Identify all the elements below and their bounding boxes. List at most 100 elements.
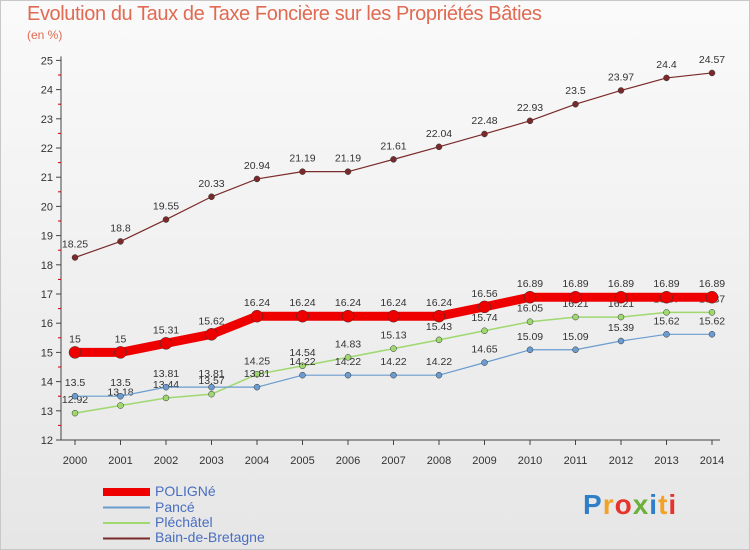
legend-label-plechatel: Pléchâtel [155,514,213,530]
data-point-bain-de-bretagne [253,175,261,183]
data-label-bain-de-bretagne: 23.97 [608,71,634,83]
chart-title: Evolution du Taux de Taxe Foncière sur l… [27,3,542,25]
data-label-bain-de-bretagne: 21.19 [335,153,361,165]
data-point-panc- [708,331,716,338]
data-label-bain-de-bretagne: 23.5 [565,85,586,97]
data-point-bain-de-bretagne [663,74,670,82]
data-point-polign- [660,290,673,304]
proxiti-logo: Proxiti [583,489,678,520]
x-tick-label: 2009 [472,455,496,467]
data-point-panc- [299,371,306,379]
data-point-panc- [117,392,124,400]
series-line-bain-de-bretagne [74,72,713,259]
x-tick-label: 2000 [63,455,87,467]
data-label-polign-: 16.24 [244,297,270,309]
x-tick-label: 2010 [518,455,542,467]
data-label-polign-: 16.24 [335,297,361,309]
x-tick-label: 2011 [564,455,588,467]
data-point-bain-de-bretagne [435,143,443,151]
data-point-pl-ch-tel [663,309,670,316]
data-label-polign-: 16.89 [653,278,679,290]
data-label-pl-ch-tel: 15.13 [380,330,406,342]
data-label-panc-: 15.09 [517,331,543,343]
data-label-polign-: 16.24 [426,297,452,309]
data-label-panc-: 13.81 [244,368,270,380]
data-point-pl-ch-tel [299,362,306,370]
legend-label-bain-de-bretagne: Bain-de-Bretagne [155,529,265,545]
data-point-pl-ch-tel [617,313,625,321]
data-point-polign- [478,300,491,314]
data-point-bain-de-bretagne [299,168,306,175]
x-tick-label: 2007 [381,455,405,467]
data-label-bain-de-bretagne: 21.61 [380,140,406,152]
data-point-bain-de-bretagne [208,193,215,201]
y-tick-label: 24 [41,85,53,97]
y-tick-label: 13 [41,406,53,418]
data-label-panc-: 15.62 [699,315,725,327]
x-tick-label: 2004 [245,455,269,467]
data-label-panc-: 15.39 [608,322,634,334]
data-label-panc-: 14.22 [426,356,452,368]
data-point-panc- [162,383,170,391]
legend-label-poligne: POLIGNé [155,483,216,499]
data-point-bain-de-bretagne [526,117,534,125]
data-label-polign-: 16.89 [517,278,543,290]
data-point-polign- [205,328,218,341]
data-point-polign- [432,309,446,323]
data-label-panc-: 15.09 [562,331,588,343]
data-point-bain-de-bretagne [617,87,625,94]
data-point-panc- [481,359,488,366]
y-tick-label: 21 [41,172,53,184]
data-label-polign-: 16.89 [562,278,588,290]
data-label-polign-: 16.56 [471,288,497,300]
data-point-pl-ch-tel [253,371,261,378]
data-point-pl-ch-tel [526,318,534,325]
data-point-polign- [341,309,355,323]
data-point-bain-de-bretagne [71,254,79,261]
data-point-bain-de-bretagne [117,238,124,245]
data-label-bain-de-bretagne: 21.19 [289,153,315,165]
x-tick-label: 2001 [108,455,132,467]
data-point-panc- [253,383,261,391]
data-point-panc- [435,371,443,379]
y-tick-label: 23 [41,114,53,126]
data-point-panc- [526,346,534,354]
data-label-polign-: 15 [115,333,127,345]
data-label-polign-: 16.24 [380,297,406,309]
data-label-polign-: 16.89 [699,278,725,290]
data-point-panc- [390,371,397,379]
data-point-bain-de-bretagne [708,69,716,77]
y-tick-label: 12 [41,435,53,447]
x-tick-label: 2008 [427,455,451,467]
data-label-pl-ch-tel: 14.25 [244,355,270,367]
chart-subtitle: (en %) [27,28,63,42]
y-tick-label: 17 [41,289,53,301]
data-point-pl-ch-tel [435,336,443,344]
data-point-polign- [68,346,82,359]
data-point-polign- [387,309,400,323]
data-point-panc- [663,331,670,338]
data-point-bain-de-bretagne [572,100,579,108]
data-label-bain-de-bretagne: 18.25 [62,239,88,251]
data-point-polign- [523,290,537,304]
y-tick-label: 18 [41,260,53,272]
data-point-polign- [705,290,719,304]
data-label-panc-: 13.5 [65,377,86,389]
data-label-bain-de-bretagne: 22.04 [426,128,452,140]
data-point-panc- [617,337,625,345]
data-label-panc-: 14.22 [335,356,361,368]
x-tick-label: 2002 [154,455,178,467]
data-label-panc-: 14.22 [289,356,315,368]
data-label-polign-: 15 [69,333,81,345]
data-label-bain-de-bretagne: 22.93 [517,102,543,114]
data-label-panc-: 14.65 [471,344,497,356]
data-point-pl-ch-tel [117,402,124,409]
data-point-pl-ch-tel [208,390,215,398]
y-tick-label: 19 [41,231,53,243]
data-point-pl-ch-tel [344,354,352,361]
x-tick-label: 2005 [290,455,314,467]
data-label-polign-: 15.62 [198,315,224,327]
data-label-bain-de-bretagne: 24.57 [699,54,725,66]
data-label-pl-ch-tel: 14.54 [289,347,315,359]
